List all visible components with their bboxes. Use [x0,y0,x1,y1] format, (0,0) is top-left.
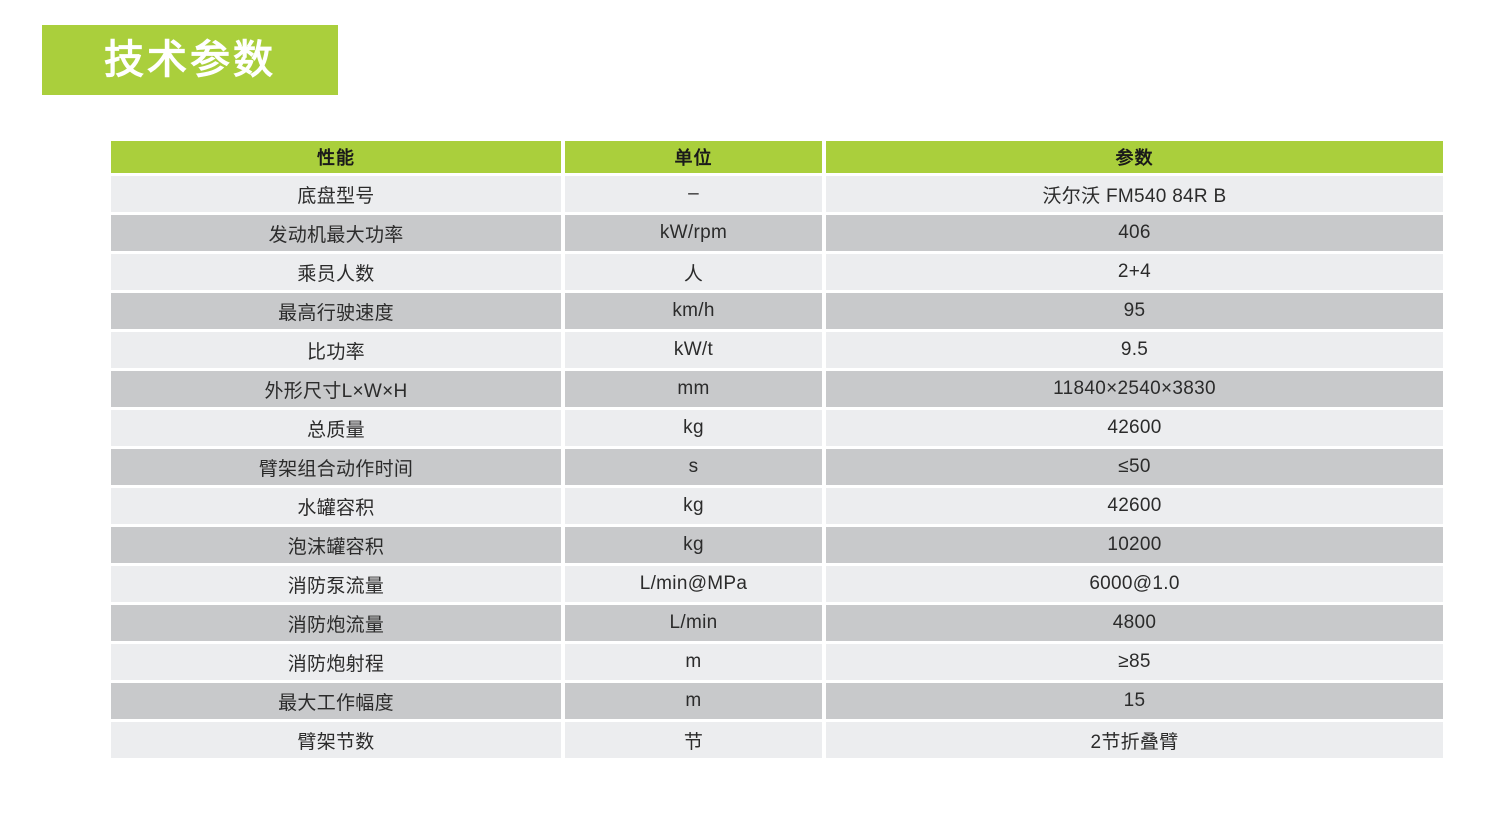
cell-parameter: 沃尔沃 FM540 84R B [826,176,1443,212]
cell-parameter: 9.5 [826,332,1443,368]
cell-parameter: ≥85 [826,644,1443,680]
cell-unit: kW/t [565,332,822,368]
cell-unit: L/min@MPa [565,566,822,602]
cell-performance: 发动机最大功率 [111,215,561,251]
cell-performance: 最大工作幅度 [111,683,561,719]
cell-performance: 外形尺寸L×W×H [111,371,561,407]
cell-performance: 乘员人数 [111,254,561,290]
cell-performance: 底盘型号 [111,176,561,212]
cell-parameter: 15 [826,683,1443,719]
cell-performance: 比功率 [111,332,561,368]
cell-unit: kg [565,488,822,524]
cell-parameter: 42600 [826,410,1443,446]
section-title-banner: 技术参数 [42,25,338,95]
table-header-row: 性能 单位 参数 [111,141,1443,173]
table-row: 消防炮流量 L/min 4800 [111,605,1443,641]
cell-performance: 臂架节数 [111,722,561,758]
cell-parameter: 2+4 [826,254,1443,290]
cell-parameter: 6000@1.0 [826,566,1443,602]
cell-performance: 消防炮流量 [111,605,561,641]
cell-parameter: 95 [826,293,1443,329]
cell-performance: 消防炮射程 [111,644,561,680]
cell-parameter: ≤50 [826,449,1443,485]
cell-parameter: 2节折叠臂 [826,722,1443,758]
table-row: 比功率 kW/t 9.5 [111,332,1443,368]
technical-parameters-table: 性能 单位 参数 底盘型号 – 沃尔沃 FM540 84R B 发动机最大功率 kW/r… [107,138,1447,761]
table-row: 最高行驶速度 km/h 95 [111,293,1443,329]
cell-unit: m [565,644,822,680]
cell-performance: 臂架组合动作时间 [111,449,561,485]
cell-parameter: 42600 [826,488,1443,524]
cell-unit: m [565,683,822,719]
table-row: 乘员人数人 2+4 [111,254,1443,290]
cell-unit: km/h [565,293,822,329]
cell-unit: kg [565,527,822,563]
cell-performance: 水罐容积 [111,488,561,524]
cell-unit: s [565,449,822,485]
cell-parameter: 11840×2540×3830 [826,371,1443,407]
table-row: 消防炮射程 m ≥85 [111,644,1443,680]
table-row: 发动机最大功率 kW/rpm 406 [111,215,1443,251]
cell-unit: L/min [565,605,822,641]
cell-performance: 泡沫罐容积 [111,527,561,563]
table-header: 性能 单位 参数 [111,141,1443,173]
column-header-unit: 单位 [565,141,822,173]
table-row: 底盘型号 – 沃尔沃 FM540 84R B [111,176,1443,212]
table-row: 泡沫罐容积 kg 10200 [111,527,1443,563]
cell-performance: 消防泵流量 [111,566,561,602]
table-row: 水罐容积 kg 42600 [111,488,1443,524]
cell-parameter: 406 [826,215,1443,251]
table-row: 臂架节数节 2节折叠臂 [111,722,1443,758]
table-body: 底盘型号 – 沃尔沃 FM540 84R B 发动机最大功率 kW/rpm 406 乘员人数… [111,176,1443,758]
cell-unit: mm [565,371,822,407]
table-row: 总质量 kg 42600 [111,410,1443,446]
cell-parameter: 10200 [826,527,1443,563]
cell-unit: kg [565,410,822,446]
cell-unit: 人 [565,254,822,290]
column-header-parameter: 参数 [826,141,1443,173]
page-title: 技术参数 [104,38,276,82]
cell-parameter: 4800 [826,605,1443,641]
cell-performance: 最高行驶速度 [111,293,561,329]
table-row: 最大工作幅度 m 15 [111,683,1443,719]
table-row: 臂架组合动作时间 s ≤50 [111,449,1443,485]
cell-unit: – [565,176,822,212]
cell-performance: 总质量 [111,410,561,446]
cell-unit: 节 [565,722,822,758]
table-row: 外形尺寸L×W×H mm 11840×2540×3830 [111,371,1443,407]
column-header-performance: 性能 [111,141,561,173]
cell-unit: kW/rpm [565,215,822,251]
table-row: 消防泵流量 L/min@MPa 6000@1.0 [111,566,1443,602]
